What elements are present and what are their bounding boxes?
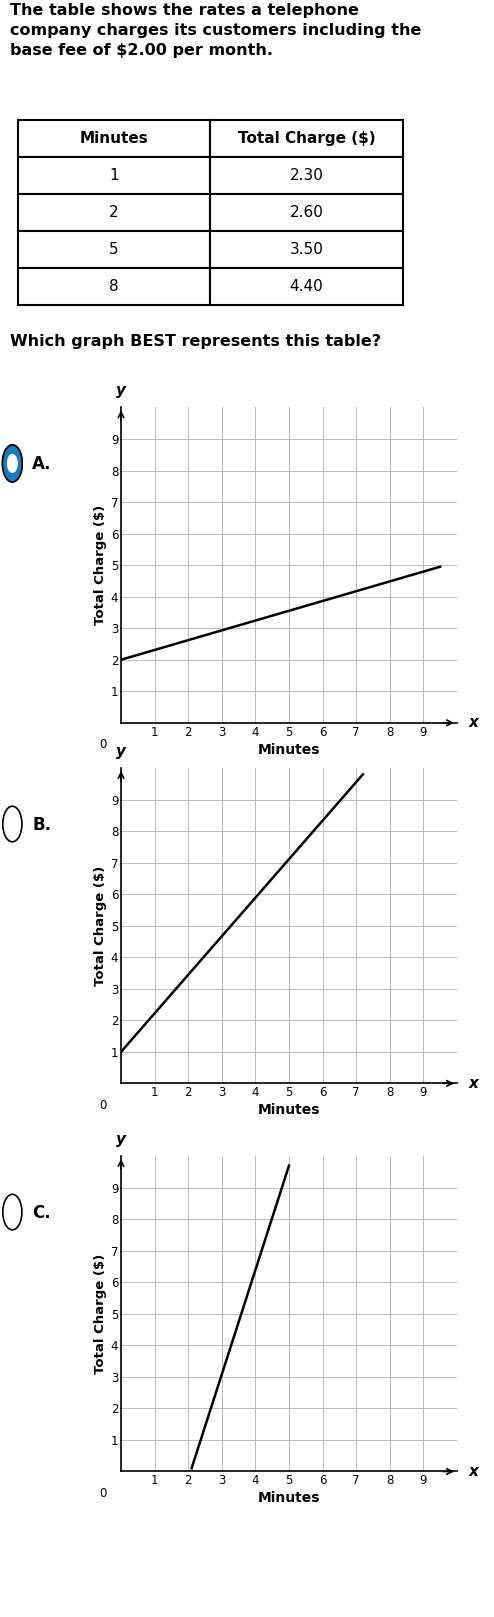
Circle shape — [2, 445, 22, 482]
Text: A.: A. — [32, 456, 51, 474]
Text: B.: B. — [32, 817, 51, 834]
Text: 0: 0 — [99, 1488, 106, 1501]
X-axis label: Minutes: Minutes — [258, 742, 320, 757]
Text: C.: C. — [32, 1205, 51, 1222]
X-axis label: Minutes: Minutes — [258, 1103, 320, 1117]
Text: x: x — [469, 1075, 479, 1091]
Text: x: x — [469, 1463, 479, 1480]
X-axis label: Minutes: Minutes — [258, 1491, 320, 1505]
Text: y: y — [116, 1132, 126, 1146]
Y-axis label: Total Charge ($): Total Charge ($) — [93, 865, 107, 986]
Text: y: y — [116, 383, 126, 398]
Text: 0: 0 — [99, 739, 106, 752]
Y-axis label: Total Charge ($): Total Charge ($) — [93, 505, 107, 626]
Y-axis label: Total Charge ($): Total Charge ($) — [93, 1253, 107, 1374]
Circle shape — [3, 807, 22, 842]
Text: Which graph BEST represents this table?: Which graph BEST represents this table? — [10, 333, 381, 349]
Text: 0: 0 — [99, 1100, 106, 1112]
Text: x: x — [469, 715, 479, 731]
Circle shape — [7, 454, 17, 472]
Circle shape — [3, 1195, 22, 1231]
Text: y: y — [116, 744, 126, 758]
Text: The table shows the rates a telephone
company charges its customers including th: The table shows the rates a telephone co… — [10, 3, 421, 58]
